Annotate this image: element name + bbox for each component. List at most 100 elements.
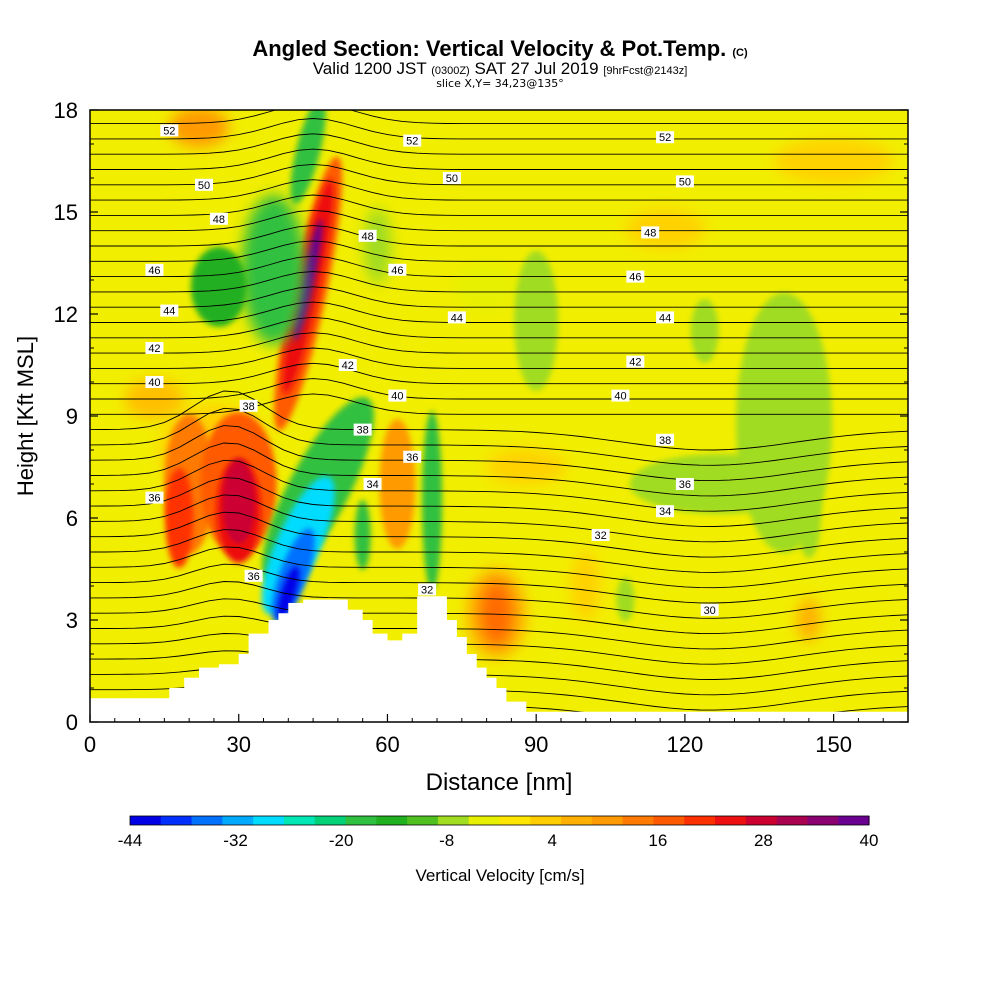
contour-label: 38 <box>353 423 372 437</box>
valid-time-forecast: [9hrFcst@2143z] <box>603 65 688 77</box>
contour-label: 48 <box>358 229 377 243</box>
colorbar-swatch <box>776 816 809 825</box>
contour-label: 40 <box>145 376 164 389</box>
y-tick-label: 18 <box>54 98 78 123</box>
colorbar-tick-label: -44 <box>118 831 143 850</box>
x-tick-label: 60 <box>375 732 399 757</box>
contour-label: 34 <box>363 478 382 491</box>
contour-label: 46 <box>388 263 407 277</box>
contour-label: 40 <box>388 389 407 403</box>
velocity-region <box>625 209 706 249</box>
contour-label-text: 52 <box>406 136 418 148</box>
colorbar-swatch <box>376 816 408 825</box>
contour-label-box <box>626 270 645 283</box>
contour-label-box <box>403 450 422 463</box>
isentrope-line <box>90 378 908 400</box>
colorbar: -44 -32 -20 -8 4 16 28 40 Vertical Velocity [cm/… <box>118 815 879 885</box>
colorbar-swatch <box>130 816 162 825</box>
colorbar-swatch <box>345 816 377 825</box>
x-tick-label: 30 <box>226 732 250 757</box>
velocity-region <box>616 577 635 622</box>
velocity-region <box>222 459 255 543</box>
contour-label-box <box>611 389 630 402</box>
contour-label: 46 <box>145 263 164 277</box>
y-tick-label: 0 <box>66 710 78 735</box>
contour-label-box <box>626 355 645 368</box>
colorbar-swatch <box>160 816 193 825</box>
contour-label-text: 34 <box>366 479 378 491</box>
contour-label-text: 30 <box>704 605 716 617</box>
colorbar-swatch <box>314 816 347 825</box>
contour-label: 44 <box>447 311 466 324</box>
contour-label-box <box>160 304 179 317</box>
contour-label-text: 36 <box>406 452 418 464</box>
chart-title-text: Angled Section: Vertical Velocity & Pot.… <box>252 36 727 61</box>
contour-label-box <box>160 124 179 137</box>
colorbar-swatch <box>468 816 501 825</box>
colorbar-swatch <box>591 816 624 825</box>
isentrope-line <box>90 209 908 232</box>
contour-label: 52 <box>160 124 179 137</box>
colorbar-tick-label: 40 <box>860 831 879 850</box>
isentrope-line <box>90 316 908 339</box>
contour-label-text: 42 <box>148 343 160 355</box>
isentrope-line <box>90 393 908 415</box>
contour-label: 32 <box>418 583 437 596</box>
contour-label-box <box>591 529 610 541</box>
valid-time-zulu: (0300Z) <box>431 65 470 77</box>
isentrope-line <box>90 459 908 512</box>
terrain-mask <box>90 596 908 722</box>
y-tick-label: 9 <box>66 404 78 429</box>
contour-label-text: 46 <box>148 265 160 277</box>
contour-label-box <box>244 569 263 582</box>
contour-label-box <box>239 399 258 412</box>
contour-label-box <box>388 263 407 276</box>
contour-label-text: 46 <box>391 265 403 277</box>
colorbar-swatch <box>561 816 593 825</box>
isentrope-line <box>90 88 908 108</box>
contour-label: 50 <box>195 178 214 192</box>
contour-label-text: 40 <box>614 391 626 403</box>
colorbar-swatch <box>745 816 778 825</box>
contour-label: 44 <box>160 304 179 318</box>
contour-label-text: 48 <box>361 231 373 243</box>
contour-label-text: 36 <box>679 479 691 491</box>
contour-label-box <box>388 389 407 402</box>
contour-label-text: 36 <box>148 493 160 505</box>
contour-label-box <box>145 376 164 388</box>
contour-label-text: 52 <box>659 132 671 144</box>
contour-label-box <box>358 229 377 242</box>
colorbar-swatch <box>807 816 839 825</box>
contour-label: 38 <box>239 399 258 413</box>
velocity-region <box>293 219 323 341</box>
contour-label-text: 38 <box>357 425 369 437</box>
chart-title: Angled Section: Vertical Velocity & Pot.… <box>0 36 1000 62</box>
colorbar-frame <box>129 815 870 826</box>
x-tick-label: 150 <box>815 732 852 757</box>
colorbar-swatch <box>715 816 747 825</box>
y-tick-label: 6 <box>66 506 78 531</box>
contour-label: 40 <box>611 389 630 403</box>
contour-label-text: 52 <box>163 125 175 137</box>
isentrope-line <box>90 407 908 466</box>
isentrope-line <box>90 148 908 170</box>
x-axis-label: Distance [nm] <box>426 769 573 796</box>
contour-label: 50 <box>675 175 694 188</box>
contour-label-box <box>700 603 719 616</box>
y-axis-label: Height [Kft MSL] <box>13 336 38 496</box>
y-tick-label: 3 <box>66 608 78 633</box>
isentrope-line <box>90 163 908 186</box>
isentrope-line <box>90 332 908 354</box>
contour-label: 48 <box>641 226 660 239</box>
isentrope-line <box>90 301 908 323</box>
contour-label: 36 <box>403 450 422 464</box>
colorbar-swatch <box>283 816 316 825</box>
colorbar-swatch <box>437 816 470 825</box>
isentrope-line <box>90 255 908 278</box>
isentrope-line <box>90 225 908 247</box>
isentrope-line <box>90 347 908 369</box>
isentrope-line <box>90 563 908 604</box>
contour-label-box <box>641 226 660 239</box>
